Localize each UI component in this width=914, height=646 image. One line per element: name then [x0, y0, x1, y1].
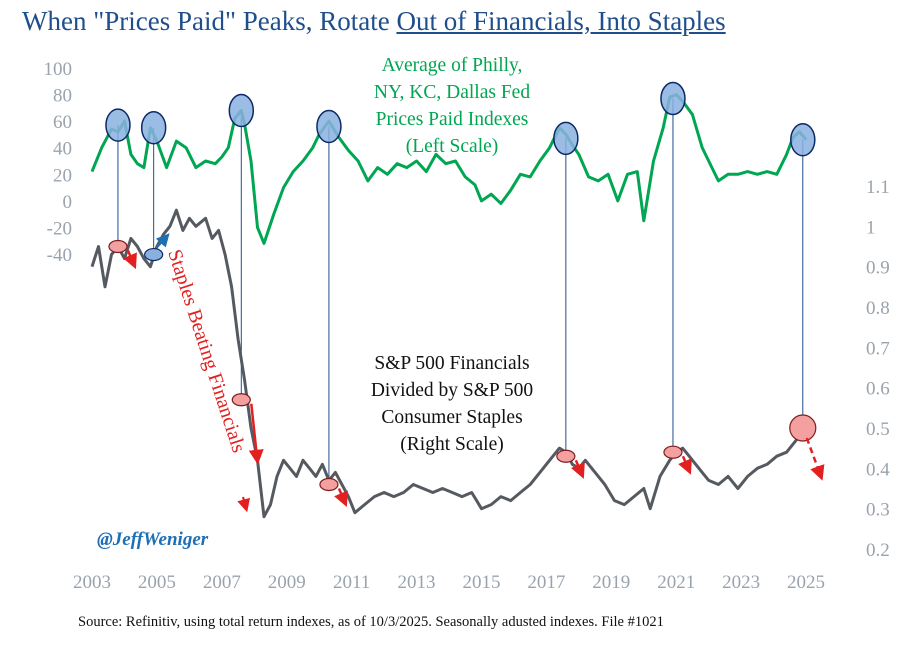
ratio-marker — [556, 449, 576, 463]
x-axis-tick: 2007 — [203, 572, 241, 593]
down-arrow-dashed — [805, 437, 825, 481]
title-part-2: Out of Financials, Into Staples — [396, 6, 726, 36]
chart-title: When "Prices Paid" Peaks, Rotate Out of … — [22, 6, 726, 37]
x-axis-tick: 2009 — [268, 572, 306, 593]
source-note: Source: Refinitiv, using total return in… — [78, 614, 664, 630]
prices-paid-peak-marker — [790, 122, 816, 157]
left-axis-tick: 80 — [53, 86, 72, 107]
prices-paid-peak-marker — [553, 121, 579, 156]
staples-beating-financials-label: Staples Beating Financials — [163, 247, 250, 456]
prices-paid-peak-marker — [228, 93, 255, 128]
right-axis-tick: 1.1 — [866, 177, 890, 198]
left-axis-tick: 40 — [53, 139, 72, 160]
left-axis-tick: 60 — [53, 112, 72, 133]
down-arrow — [571, 459, 585, 479]
down-arrow — [334, 487, 348, 508]
left-axis-tick: -20 — [47, 218, 72, 239]
ratio-label-line: Divided by S&P 500 — [371, 380, 533, 401]
x-axis-tick: 2011 — [333, 572, 370, 593]
ratio-marker — [231, 393, 251, 407]
x-axis-tick: 2003 — [73, 572, 111, 593]
ratio-label-line: Consumer Staples — [381, 407, 522, 428]
right-axis-tick: 0.5 — [866, 419, 890, 440]
down-arrow — [248, 403, 264, 465]
prices-paid-peak-marker — [105, 108, 131, 142]
right-axis-tick: 0.8 — [866, 298, 890, 319]
x-axis-tick: 2021 — [657, 572, 695, 593]
prices-paid-peak-marker — [140, 111, 167, 145]
ratio-marker — [663, 445, 683, 459]
x-axis-tick: 2019 — [592, 572, 630, 593]
right-axis-tick: 0.9 — [866, 258, 890, 279]
x-axis-tick: 2025 — [787, 572, 825, 593]
prices-paid-label-line: (Left Scale) — [406, 136, 499, 157]
prices-paid-label-line: Prices Paid Indexes — [376, 109, 529, 130]
rotated-label-arrow — [237, 496, 251, 513]
prices-paid-label-line: Average of Philly, — [382, 55, 523, 76]
right-axis-tick: 0.2 — [866, 540, 890, 561]
ratio-marker — [144, 247, 164, 262]
ratio-marker — [319, 477, 339, 492]
x-axis-tick: 2023 — [722, 572, 760, 593]
right-axis-tick: 0.7 — [866, 338, 890, 359]
prices-paid-peak-marker — [660, 81, 686, 116]
right-axis-tick: 0.6 — [866, 379, 890, 400]
x-axis-tick: 2017 — [527, 572, 565, 593]
ratio-marker — [108, 239, 128, 254]
ratio-label-line: S&P 500 Financials — [374, 353, 529, 374]
ratio-label-line: (Right Scale) — [400, 434, 503, 455]
left-axis-tick: 100 — [44, 59, 73, 80]
x-axis-tick: 2013 — [398, 572, 436, 593]
left-axis-tick: -40 — [47, 245, 72, 266]
right-axis-tick: 0.3 — [866, 500, 890, 521]
x-axis-tick: 2015 — [462, 572, 500, 593]
left-axis-tick: 0 — [63, 192, 73, 213]
ratio-marker — [789, 414, 817, 442]
prices-paid-peak-marker — [316, 109, 342, 144]
x-axis-tick: 2005 — [138, 572, 176, 593]
twitter-handle: @JeffWeniger — [97, 529, 209, 550]
down-arrow — [678, 455, 692, 475]
title-part-1: When "Prices Paid" Peaks, Rotate — [22, 6, 397, 36]
left-axis-tick: 20 — [53, 165, 72, 186]
up-arrow — [155, 233, 170, 248]
financials-staples-ratio-line — [90, 208, 808, 519]
right-axis-tick: 0.4 — [866, 459, 890, 480]
right-axis-tick: 1 — [866, 217, 876, 238]
prices-paid-label-line: NY, KC, Dallas Fed — [374, 82, 530, 103]
down-arrow — [123, 250, 137, 270]
